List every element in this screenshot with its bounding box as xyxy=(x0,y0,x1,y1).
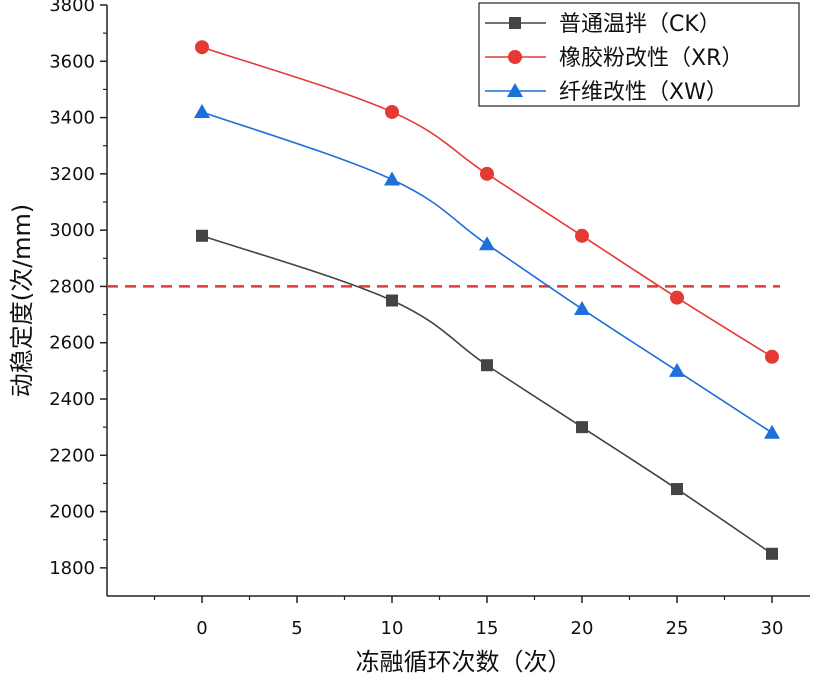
data-point-circle xyxy=(765,349,779,364)
data-point-triangle xyxy=(479,236,495,251)
x-tick-label: 0 xyxy=(196,618,207,639)
x-tick-label: 15 xyxy=(476,618,499,639)
data-point-square xyxy=(481,359,493,372)
x-tick-label: 5 xyxy=(291,618,302,639)
y-axis-title: 动稳定度(次/mm) xyxy=(8,204,36,398)
data-point-triangle xyxy=(669,362,685,377)
data-point-square xyxy=(671,483,683,496)
data-point-square xyxy=(766,547,778,560)
series-line-triangle xyxy=(201,111,773,434)
legend: 普通温拌（CK） 橡胶粉改性（XR） 纤维改性（XW） xyxy=(478,2,800,107)
legend-label: 纤维改性（XW） xyxy=(559,80,728,105)
data-point-triangle xyxy=(194,103,210,118)
data-point-square xyxy=(196,229,208,242)
legend-box xyxy=(478,2,800,107)
data-point-circle xyxy=(480,166,494,181)
y-tick-label: 3200 xyxy=(49,164,95,185)
y-tick-label: 1800 xyxy=(49,558,95,579)
x-tick-label: 20 xyxy=(571,618,594,639)
x-tick-label: 10 xyxy=(381,618,404,639)
x-axis-title: 冻融循环次数（次） xyxy=(356,648,572,676)
legend-label: 普通温拌（CK） xyxy=(559,12,721,37)
y-tick-label: 3400 xyxy=(49,108,95,129)
y-tick-label: 3800 xyxy=(49,0,95,16)
data-point-square xyxy=(576,421,588,434)
y-tick-label: 2800 xyxy=(49,276,95,297)
legend-marker xyxy=(508,50,522,64)
data-point-triangle xyxy=(764,424,780,439)
data-point-circle xyxy=(195,40,209,55)
y-tick-label: 3600 xyxy=(49,51,95,72)
data-point-circle xyxy=(670,290,684,305)
data-point-circle xyxy=(575,228,589,243)
legend-label: 橡胶粉改性（XR） xyxy=(559,46,743,71)
data-point-triangle xyxy=(574,300,590,315)
series-line-square xyxy=(201,235,773,555)
y-tick-label: 2600 xyxy=(49,333,95,354)
legend-marker xyxy=(507,83,523,97)
y-tick-label: 3000 xyxy=(49,220,95,241)
x-tick-label: 30 xyxy=(761,618,784,639)
y-tick-label: 2200 xyxy=(49,445,95,466)
y-tick-label: 2400 xyxy=(49,389,95,410)
data-point-circle xyxy=(385,104,399,119)
chart-axes: 1800 2000 2200 2400 2600 2800 3000 3200 3400 3600… xyxy=(49,0,810,639)
y-tick-label: 2000 xyxy=(49,502,95,523)
data-point-triangle xyxy=(384,171,400,186)
series-group xyxy=(194,40,780,560)
legend-marker xyxy=(509,17,521,29)
x-tick-label: 25 xyxy=(666,618,689,639)
data-point-square xyxy=(386,294,398,307)
